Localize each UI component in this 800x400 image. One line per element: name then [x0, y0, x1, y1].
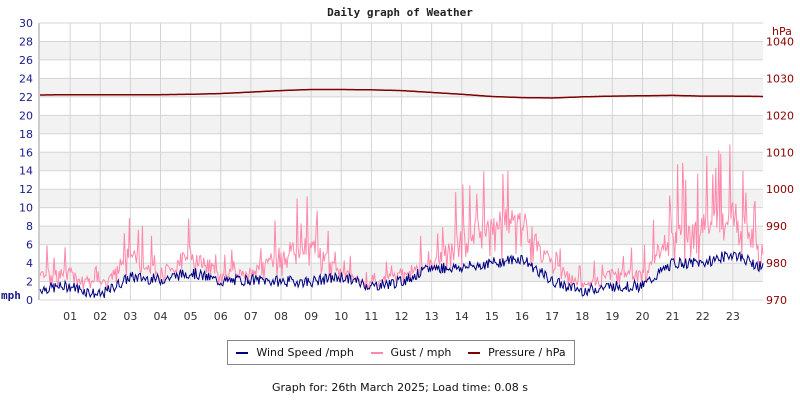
- svg-text:07: 07: [244, 310, 258, 323]
- weather-chart: 01 02 03 04 05 06 07 08 09 10 11 12 13 14 15 16 17 18 19 20…: [1, 17, 794, 323]
- svg-text:09: 09: [304, 310, 318, 323]
- svg-text:22: 22: [19, 91, 33, 104]
- gust-swatch-icon: [370, 351, 383, 354]
- svg-text:4: 4: [26, 257, 33, 270]
- svg-text:10: 10: [334, 310, 348, 323]
- wind-swatch-icon: [236, 351, 249, 354]
- svg-text:14: 14: [455, 310, 469, 323]
- legend-label: Gust / mph: [390, 346, 452, 359]
- chart-title: Daily graph of Weather: [327, 6, 473, 19]
- svg-text:1020: 1020: [766, 109, 794, 122]
- svg-text:20: 20: [19, 109, 33, 122]
- svg-text:1010: 1010: [766, 146, 794, 159]
- svg-text:12: 12: [395, 310, 409, 323]
- svg-text:05: 05: [184, 310, 198, 323]
- svg-text:0: 0: [26, 294, 33, 307]
- svg-text:12: 12: [19, 183, 33, 196]
- legend-label: Pressure / hPa: [488, 346, 566, 359]
- svg-text:03: 03: [123, 310, 137, 323]
- svg-text:26: 26: [19, 54, 33, 67]
- pressure-swatch-icon: [468, 351, 481, 354]
- svg-text:18: 18: [575, 310, 589, 323]
- svg-text:mph: mph: [1, 289, 21, 302]
- svg-text:1040: 1040: [766, 35, 794, 48]
- svg-text:18: 18: [19, 128, 33, 141]
- svg-text:1000: 1000: [766, 183, 794, 196]
- svg-text:06: 06: [214, 310, 228, 323]
- legend-label: Wind Speed /mph: [256, 346, 354, 359]
- svg-text:15: 15: [485, 310, 499, 323]
- svg-text:22: 22: [696, 310, 710, 323]
- svg-text:14: 14: [19, 165, 33, 178]
- legend-item-pressure: Pressure / hPa: [468, 346, 566, 359]
- svg-text:17: 17: [545, 310, 559, 323]
- svg-text:30: 30: [19, 17, 33, 30]
- svg-text:23: 23: [726, 310, 740, 323]
- svg-text:hPa: hPa: [772, 25, 792, 38]
- svg-text:24: 24: [19, 72, 33, 85]
- svg-text:13: 13: [425, 310, 439, 323]
- svg-text:04: 04: [154, 310, 168, 323]
- legend-item-gust: Gust / mph: [370, 346, 452, 359]
- chart-legend: Wind Speed /mph Gust / mph Pressure / hP…: [227, 340, 575, 365]
- svg-text:28: 28: [19, 35, 33, 48]
- svg-text:2: 2: [26, 276, 33, 289]
- svg-text:08: 08: [274, 310, 288, 323]
- svg-text:990: 990: [766, 220, 787, 233]
- svg-text:8: 8: [26, 220, 33, 233]
- svg-text:02: 02: [93, 310, 107, 323]
- svg-text:970: 970: [766, 294, 787, 307]
- svg-text:01: 01: [63, 310, 77, 323]
- footer-status: Graph for: 26th March 2025; Load time: 0…: [271, 381, 529, 394]
- svg-text:6: 6: [26, 239, 33, 252]
- svg-text:11: 11: [364, 310, 378, 323]
- svg-text:19: 19: [605, 310, 619, 323]
- svg-text:16: 16: [19, 146, 33, 159]
- svg-text:980: 980: [766, 257, 787, 270]
- svg-text:20: 20: [636, 310, 650, 323]
- legend-item-wind: Wind Speed /mph: [236, 346, 354, 359]
- svg-text:1030: 1030: [766, 72, 794, 85]
- svg-text:21: 21: [666, 310, 680, 323]
- svg-text:10: 10: [19, 202, 33, 215]
- svg-text:16: 16: [515, 310, 529, 323]
